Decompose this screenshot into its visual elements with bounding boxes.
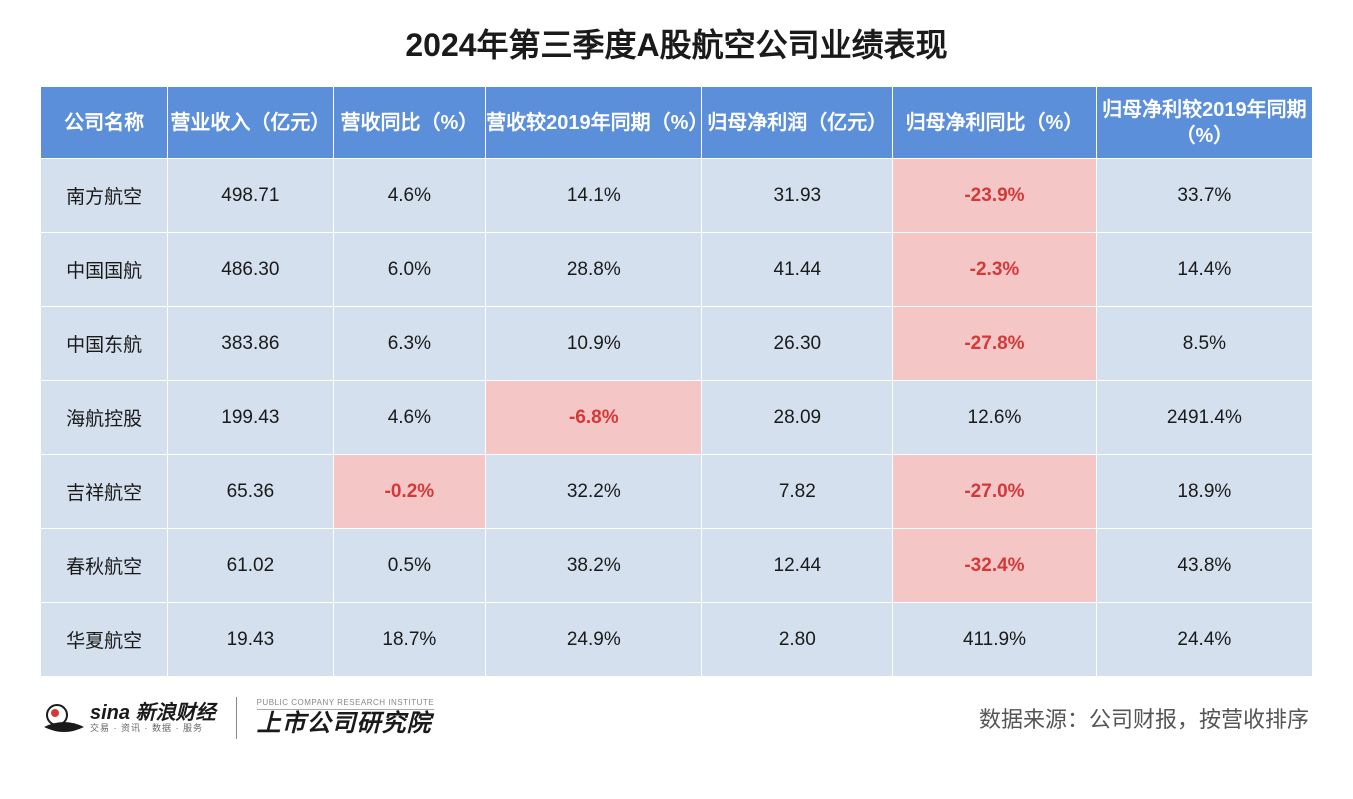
table-cell: 10.9% (486, 307, 702, 381)
table-cell: 4.6% (333, 381, 486, 455)
table-cell: 6.3% (333, 307, 486, 381)
th-revenue: 营业收入（亿元） (168, 87, 333, 159)
table-cell: 14.4% (1096, 233, 1312, 307)
table-cell: 38.2% (486, 529, 702, 603)
table-cell: 24.4% (1096, 603, 1312, 677)
table-cell: 65.36 (168, 455, 333, 529)
table-cell: 7.82 (702, 455, 893, 529)
table-cell: 海航控股 (41, 381, 168, 455)
table-cell: 12.44 (702, 529, 893, 603)
table-cell: 4.6% (333, 159, 486, 233)
sina-logo: sina 新浪财经 交易 · 资讯 · 数据 · 服务 (44, 702, 216, 734)
table-cell: 61.02 (168, 529, 333, 603)
table-row: 中国国航486.306.0%28.8%41.44-2.3%14.4% (41, 233, 1313, 307)
table-cell: -2.3% (893, 233, 1097, 307)
table-cell: 33.7% (1096, 159, 1312, 233)
table-row: 华夏航空19.4318.7%24.9%2.80411.9%24.4% (41, 603, 1313, 677)
sina-logo-text: sina 新浪财经 (90, 702, 216, 724)
table-row: 吉祥航空65.36-0.2%32.2%7.82-27.0%18.9% (41, 455, 1313, 529)
table-cell: 32.2% (486, 455, 702, 529)
table-row: 海航控股199.434.6%-6.8%28.0912.6%2491.4% (41, 381, 1313, 455)
table-cell: 2491.4% (1096, 381, 1312, 455)
table-cell: 411.9% (893, 603, 1097, 677)
page-title: 2024年第三季度A股航空公司业绩表现 (40, 20, 1313, 66)
table-cell: 26.30 (702, 307, 893, 381)
table-cell: 华夏航空 (41, 603, 168, 677)
table-cell: 199.43 (168, 381, 333, 455)
table-cell: 486.30 (168, 233, 333, 307)
table-cell: 43.8% (1096, 529, 1312, 603)
performance-table: 公司名称 营业收入（亿元） 营收同比（%） 营收较2019年同期（%） 归母净利… (40, 86, 1313, 677)
logo-divider (236, 697, 237, 739)
table-cell: 24.9% (486, 603, 702, 677)
sina-eye-icon (44, 702, 84, 734)
sina-logo-subtext: 交易 · 资讯 · 数据 · 服务 (90, 724, 216, 734)
institute-logo-en: PUBLIC COMPANY RESEARCH INSTITUTE (257, 699, 435, 710)
table-cell: 19.43 (168, 603, 333, 677)
table-cell: 28.09 (702, 381, 893, 455)
table-cell: 春秋航空 (41, 529, 168, 603)
table-header-row: 公司名称 营业收入（亿元） 营收同比（%） 营收较2019年同期（%） 归母净利… (41, 87, 1313, 159)
table-cell: 18.7% (333, 603, 486, 677)
table-cell: 中国东航 (41, 307, 168, 381)
table-cell: 南方航空 (41, 159, 168, 233)
th-revenue-vs-2019: 营收较2019年同期（%） (486, 87, 702, 159)
institute-logo: PUBLIC COMPANY RESEARCH INSTITUTE 上市公司研究… (257, 699, 435, 737)
th-company: 公司名称 (41, 87, 168, 159)
data-source-label: 数据来源：公司财报，按营收排序 (979, 702, 1309, 734)
table-cell: 31.93 (702, 159, 893, 233)
table-cell: -23.9% (893, 159, 1097, 233)
table-row: 春秋航空61.020.5%38.2%12.44-32.4%43.8% (41, 529, 1313, 603)
table-cell: 中国国航 (41, 233, 168, 307)
institute-logo-cn: 上市公司研究院 (257, 711, 435, 737)
table-cell: 吉祥航空 (41, 455, 168, 529)
table-cell: 6.0% (333, 233, 486, 307)
table-cell: -6.8% (486, 381, 702, 455)
th-net-profit-vs-2019: 归母净利较2019年同期（%） (1096, 87, 1312, 159)
table-cell: 41.44 (702, 233, 893, 307)
table-row: 中国东航383.866.3%10.9%26.30-27.8%8.5% (41, 307, 1313, 381)
table-cell: 14.1% (486, 159, 702, 233)
table-cell: -27.8% (893, 307, 1097, 381)
table-cell: -27.0% (893, 455, 1097, 529)
table-cell: 28.8% (486, 233, 702, 307)
footer: sina 新浪财经 交易 · 资讯 · 数据 · 服务 PUBLIC COMPA… (40, 697, 1313, 739)
table-row: 南方航空498.714.6%14.1%31.93-23.9%33.7% (41, 159, 1313, 233)
table-cell: 0.5% (333, 529, 486, 603)
th-net-profit: 归母净利润（亿元） (702, 87, 893, 159)
table-cell: 12.6% (893, 381, 1097, 455)
table-cell: -0.2% (333, 455, 486, 529)
table-cell: 18.9% (1096, 455, 1312, 529)
th-net-profit-yoy: 归母净利同比（%） (893, 87, 1097, 159)
table-cell: 383.86 (168, 307, 333, 381)
table-cell: 498.71 (168, 159, 333, 233)
th-revenue-yoy: 营收同比（%） (333, 87, 486, 159)
table-cell: -32.4% (893, 529, 1097, 603)
table-cell: 8.5% (1096, 307, 1312, 381)
table-cell: 2.80 (702, 603, 893, 677)
logos-block: sina 新浪财经 交易 · 资讯 · 数据 · 服务 PUBLIC COMPA… (44, 697, 434, 739)
